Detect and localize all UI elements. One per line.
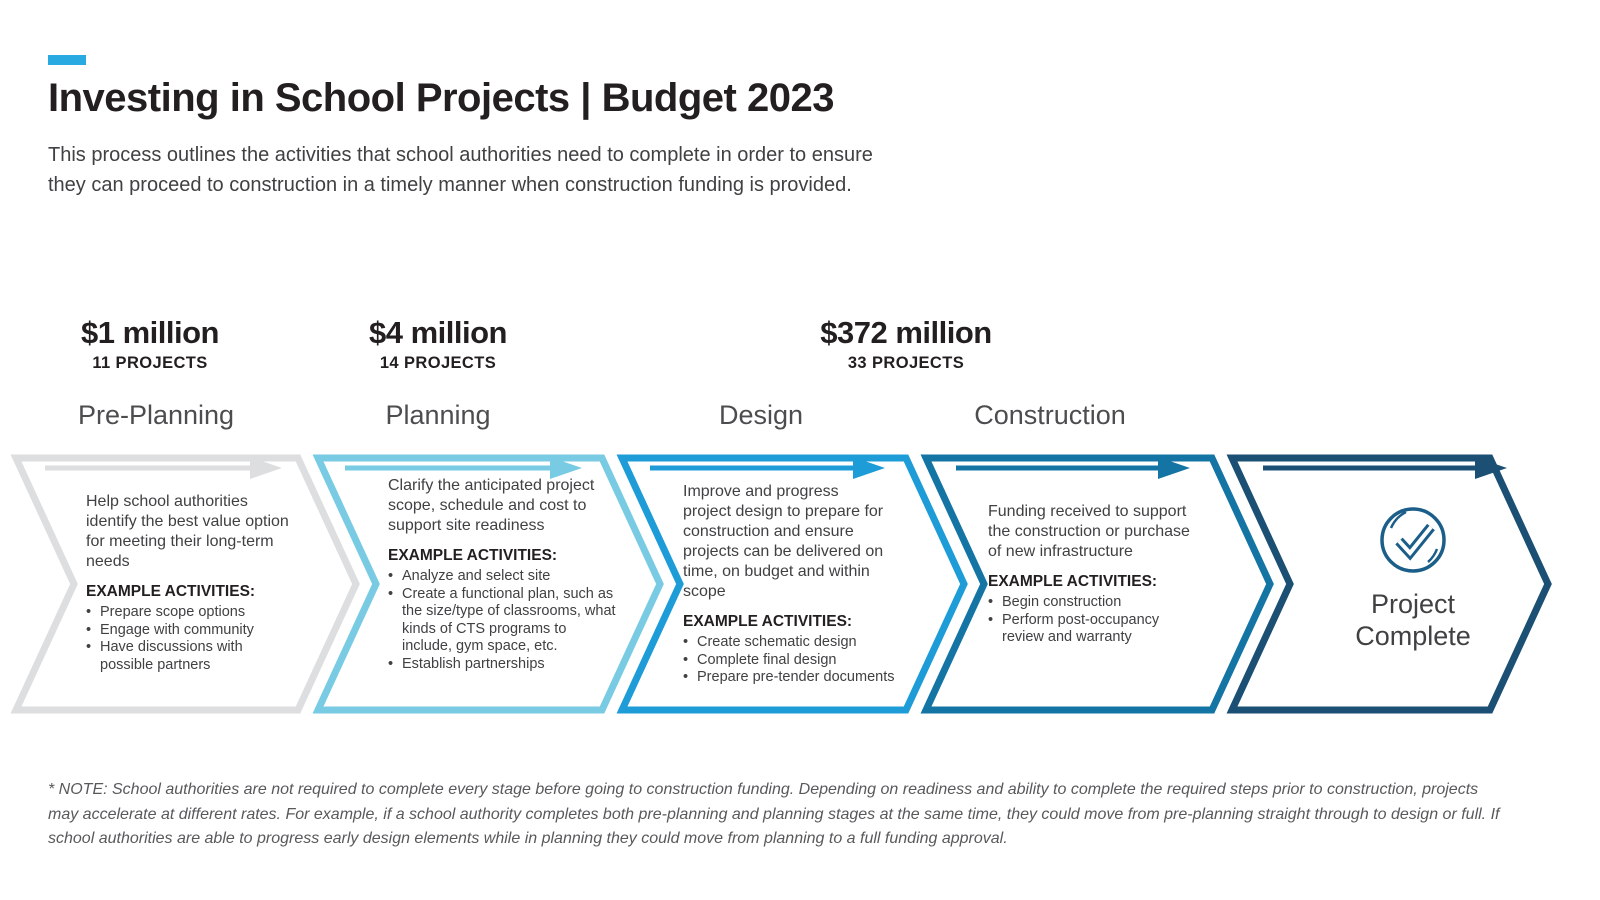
- funding-amount: $4 million: [369, 315, 507, 350]
- arrow-head-project-complete: [1475, 457, 1507, 479]
- page-title: Investing in School Projects | Budget 20…: [48, 76, 834, 120]
- stage-label-planning: Planning: [385, 400, 491, 430]
- stage-description: Funding received to support the construc…: [988, 503, 1190, 560]
- activities-list: Prepare scope options Engage with commun…: [86, 604, 298, 674]
- stage-card-design: Improve and progress project design to p…: [683, 482, 897, 687]
- check-circle-outline: [1380, 507, 1446, 573]
- check-circle-sketch-arc-top: [1389, 510, 1407, 529]
- activity-item: Engage with community: [86, 622, 298, 640]
- activities-heading: EXAMPLE ACTIVITIES:: [86, 583, 256, 600]
- funding-block-design-construction: $372 million 33 PROJECTS: [753, 315, 1059, 373]
- stage-description: Help school authorities identify the bes…: [86, 493, 289, 570]
- funding-amount: $1 million: [81, 315, 219, 350]
- stage-card-construction: Funding received to support the construc…: [988, 502, 1193, 647]
- funding-block-pre-planning: $1 million 11 PROJECTS: [48, 315, 252, 373]
- stage-card-project-complete: Project Complete: [1323, 505, 1503, 652]
- stage-label-design: Design: [718, 400, 804, 430]
- activity-item: Perform post-occupancy review and warran…: [988, 612, 1193, 647]
- chevron-construction: [920, 454, 1274, 714]
- arrow-head-design: [853, 457, 885, 479]
- arrow-head-pre-planning: [250, 457, 282, 479]
- funding-block-planning: $4 million 14 PROJECTS: [336, 315, 540, 373]
- chevron-pre-planning: [10, 454, 360, 714]
- arrow-head-construction: [1158, 457, 1190, 479]
- activities-heading: EXAMPLE ACTIVITIES:: [388, 547, 558, 564]
- chevron-planning: [312, 454, 664, 714]
- accent-bar: [48, 52, 86, 70]
- stage-description: Clarify the anticipated project scope, s…: [388, 477, 595, 534]
- footnote: * NOTE: School authorities are not requi…: [48, 781, 1500, 847]
- accent-bar-rect: [48, 55, 86, 65]
- stage-card-planning: Clarify the anticipated project scope, s…: [388, 476, 620, 673]
- activity-item: Analyze and select site: [388, 568, 620, 586]
- activity-item: Prepare scope options: [86, 604, 298, 622]
- funding-projects: 33 PROJECTS: [847, 354, 965, 372]
- activity-item: Complete final design: [683, 652, 897, 670]
- stage-description: Improve and progress project design to p…: [683, 483, 884, 600]
- activities-list: Begin construction Perform post-occupanc…: [988, 594, 1193, 647]
- stage-label-pre-planning: Pre-Planning: [77, 400, 235, 430]
- activities-heading: EXAMPLE ACTIVITIES:: [683, 613, 853, 630]
- chevron-project-complete: [1226, 454, 1552, 714]
- activity-item: Begin construction: [988, 594, 1193, 612]
- funding-projects: 11 PROJECTS: [92, 354, 208, 372]
- stage-card-pre-planning: Help school authorities identify the bes…: [86, 492, 298, 674]
- check-circle-icon: [1380, 507, 1446, 573]
- activity-item: Create a functional plan, such as the si…: [388, 586, 620, 656]
- stage-label-construction: Construction: [974, 400, 1126, 430]
- activity-item: Establish partnerships: [388, 656, 620, 674]
- activities-list: Analyze and select site Create a functio…: [388, 568, 620, 673]
- activities-heading: EXAMPLE ACTIVITIES:: [988, 573, 1158, 590]
- chevron-design: [616, 454, 968, 714]
- funding-amount: $372 million: [820, 315, 992, 350]
- arrow-head-planning: [550, 457, 582, 479]
- activities-list: Create schematic design Complete final d…: [683, 634, 897, 687]
- funding-projects: 14 PROJECTS: [379, 354, 497, 372]
- activity-item: Prepare pre-tender documents: [683, 669, 897, 687]
- page-subtitle: This process outlines the activities tha…: [48, 144, 873, 196]
- check-circle-sketch-arc-bottom: [1427, 548, 1439, 563]
- activity-item: Have discussions with possible partners: [86, 639, 298, 674]
- project-complete-label: Project Complete: [1355, 589, 1471, 651]
- activity-item: Create schematic design: [683, 634, 897, 652]
- check-mark-inner: [1397, 525, 1433, 557]
- accent-bar-graphic: [48, 55, 86, 65]
